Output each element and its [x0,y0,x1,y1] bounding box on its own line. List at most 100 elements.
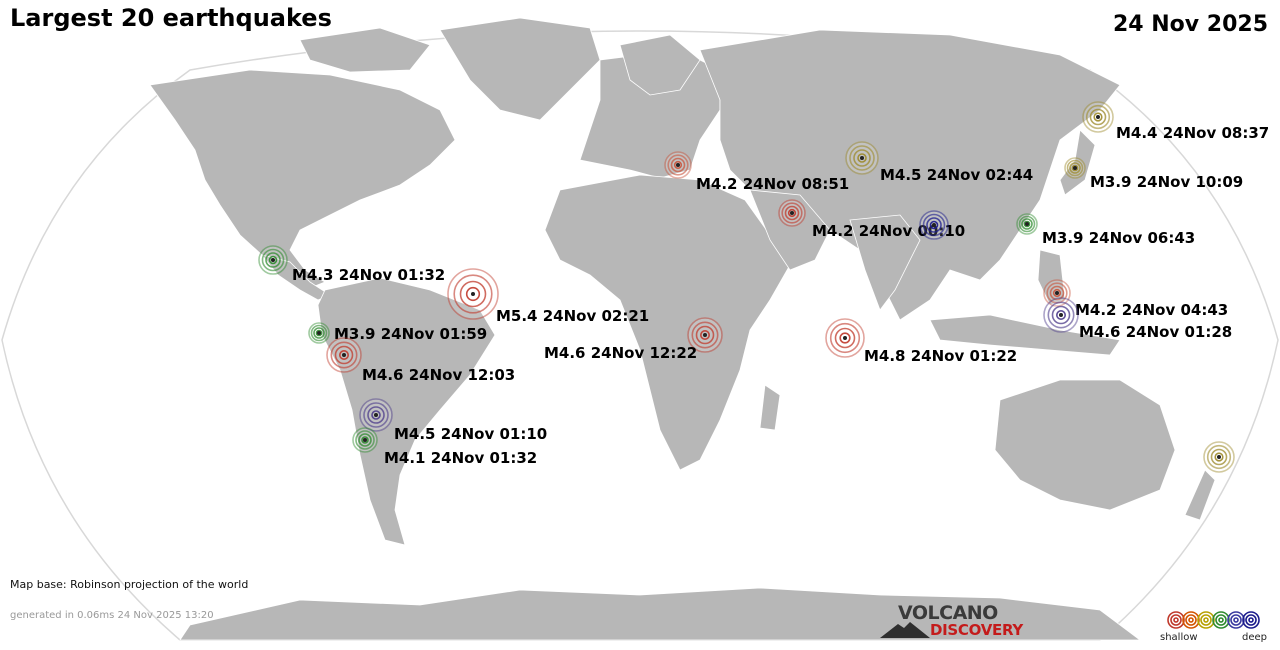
legend-ring [1170,614,1182,626]
quake-marker[interactable] [1082,101,1114,133]
legend-ring [1182,611,1200,629]
legend-ring [1188,617,1194,623]
quake-ring [667,154,689,176]
quake-ring [926,217,942,233]
quake-epicenter [317,331,321,335]
quake-ring [834,327,856,349]
quake-epicenter [1073,166,1077,170]
quake-ring [922,213,946,237]
quake-ring [853,149,871,167]
quake-ring [673,160,683,170]
logo-text-volcano: VOLCANO [898,602,998,624]
new-zealand [1184,469,1216,521]
quake-ring [1214,452,1224,462]
quake-epicenter [363,438,367,442]
legend-ring [1197,611,1215,629]
quake-label: M4.5 24Nov 02:44 [880,166,1033,184]
quake-marker[interactable] [326,337,362,373]
quake-ring [929,220,939,230]
madagascar [759,384,781,431]
quake-ring [1206,444,1232,470]
quake-label: M4.8 24Nov 01:22 [864,347,1017,365]
legend-ring [1248,617,1254,623]
quake-epicenter [271,258,275,262]
legend-ring [1200,614,1212,626]
quake-marker[interactable] [447,268,499,320]
arctic-islands [299,27,431,73]
quake-ring [1049,285,1065,301]
legend-ring [1185,614,1197,626]
quake-ring [1071,164,1079,172]
generated-note: generated in 0.06ms 24 Nov 2025 13:20 [10,610,214,621]
quake-epicenter [1025,222,1029,226]
map-date: 24 Nov 2025 [1112,12,1268,37]
legend-ring [1233,617,1239,623]
quake-ring [784,205,800,221]
quake-marker[interactable] [664,151,692,179]
quake-ring [367,406,385,424]
quake-ring [265,252,281,268]
quake-marker[interactable] [825,318,865,358]
volcanodiscovery-logo[interactable]: VOLCANO DISCOVERY [880,602,1040,642]
quake-label: M4.6 24Nov 12:22 [544,344,697,362]
quake-ring [849,145,875,171]
volcano-icon [880,622,930,638]
quake-ring [268,255,278,265]
quake-ring [1023,220,1031,228]
south-america [317,277,496,546]
quake-marker[interactable] [778,199,806,227]
quake-ring [361,436,369,444]
quake-label: M4.2 24Nov 08:51 [696,175,849,193]
quake-marker[interactable] [919,210,949,240]
quake-marker[interactable] [1203,441,1235,473]
quake-marker[interactable] [1016,213,1038,235]
landmasses [149,17,1216,641]
quake-marker[interactable] [687,317,723,353]
quake-epicenter [860,156,864,160]
quake-label: M3.9 24Nov 10:09 [1090,173,1243,191]
legend-shallow-label: shallow [1160,632,1198,643]
quake-ring [670,157,686,173]
quake-ring [358,433,372,447]
legend-ring [1215,614,1227,626]
quake-label: M4.6 24Nov 12:03 [362,366,515,384]
quake-ring [1047,301,1075,329]
quake-marker[interactable] [1043,297,1079,333]
legend-ring [1218,617,1224,623]
legend-ring [1212,611,1230,629]
arabia [749,189,831,271]
quake-ring [1066,159,1084,177]
greenland [439,17,601,121]
india [849,214,921,311]
legend-ring [1167,611,1185,629]
quake-epicenter [703,333,707,337]
quake-label: M4.4 24Nov 08:37 [1116,124,1269,142]
africa [544,174,791,471]
quake-marker[interactable] [1064,157,1086,179]
quake-ring [1093,112,1103,122]
quake-ring [1085,104,1111,130]
quake-marker[interactable] [352,427,378,453]
quake-epicenter [1055,291,1059,295]
quake-label: M3.9 24Nov 01:59 [334,325,487,343]
quake-ring [857,153,867,163]
quake-ring [1052,288,1062,298]
quake-ring [781,202,803,224]
quake-marker[interactable] [258,245,288,275]
quake-marker[interactable] [359,398,393,432]
quake-epicenter [342,353,346,357]
quake-ring [330,341,358,369]
quake-marker[interactable] [308,322,330,344]
quake-epicenter [932,223,936,227]
quake-epicenter [676,163,680,167]
quake-epicenter [1096,115,1100,119]
north-america [149,69,456,289]
indonesia [929,314,1121,356]
quake-marker[interactable] [845,141,879,175]
quake-marker[interactable] [1043,279,1071,307]
quake-ring [315,329,323,337]
quake-ring [1051,305,1071,325]
legend-ring [1230,614,1242,626]
quake-ring [1021,218,1033,230]
